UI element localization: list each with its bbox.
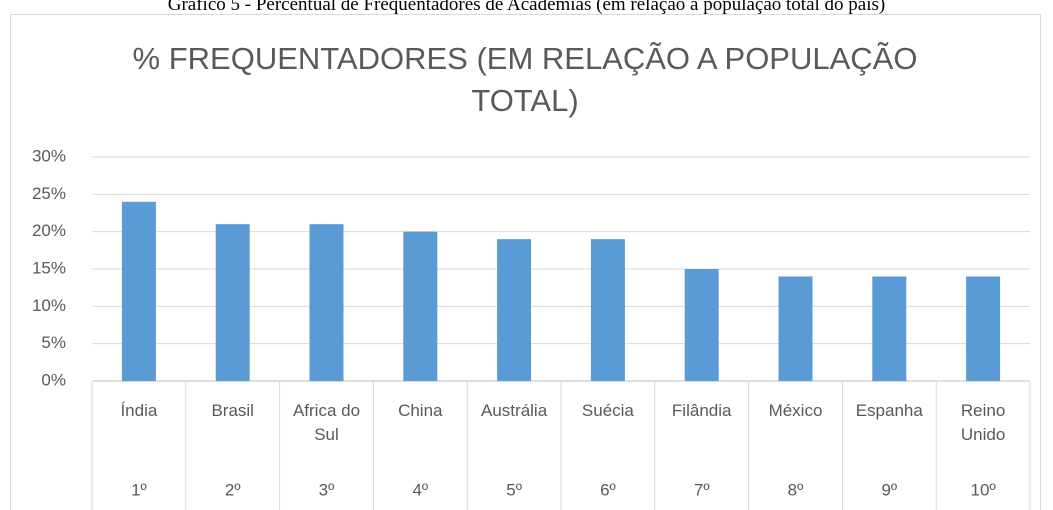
rank-label: 4º: [412, 480, 428, 499]
x-tick-label: Espanha: [855, 401, 923, 420]
y-tick-label: 10%: [32, 296, 66, 315]
x-tick-label: Reino Unido: [960, 401, 1006, 444]
x-tick-label: Austrália: [481, 401, 548, 420]
rank-label: 3º: [319, 480, 335, 499]
rank-label: 8º: [788, 480, 804, 499]
chart-border: [10, 14, 1041, 510]
x-tick-label: Filândia: [671, 401, 732, 420]
bar: [590, 239, 625, 381]
y-tick-label: 20%: [32, 221, 66, 240]
bar: [966, 276, 1001, 381]
rank-label: 1º: [131, 480, 147, 499]
rank-label: 10º: [971, 480, 996, 499]
y-tick-label: 15%: [32, 258, 66, 277]
bar: [872, 276, 907, 381]
rank-label: 6º: [600, 480, 616, 499]
rank-label: 5º: [506, 480, 522, 499]
bar: [403, 231, 438, 381]
bar: [121, 201, 156, 381]
x-tick-label: Índia: [120, 401, 158, 420]
x-tick-label: Brasil: [211, 401, 254, 420]
x-tick-label: Africa do Sul: [292, 401, 361, 444]
rank-label: 2º: [225, 480, 241, 499]
rank-label: 9º: [881, 480, 897, 499]
bar: [778, 276, 813, 381]
y-tick-label: 30%: [32, 146, 66, 165]
x-tick-label: México: [768, 401, 823, 420]
y-tick-label: 25%: [32, 184, 66, 203]
bar: [215, 224, 250, 381]
chart-title: % FREQUENTADORES (EM RELAÇÃO A POPULAÇÃO…: [132, 41, 918, 118]
y-tick-label: 0%: [41, 370, 66, 389]
bar: [309, 224, 344, 381]
bar: [497, 239, 532, 381]
x-tick-label: Suécia: [581, 401, 634, 420]
x-tick-label: China: [398, 401, 443, 420]
figure-caption: Gráfico 5 - Percentual de Frequentadores…: [167, 0, 886, 15]
rank-label: 7º: [694, 480, 710, 499]
y-tick-label: 5%: [41, 333, 66, 352]
bar: [684, 269, 719, 381]
